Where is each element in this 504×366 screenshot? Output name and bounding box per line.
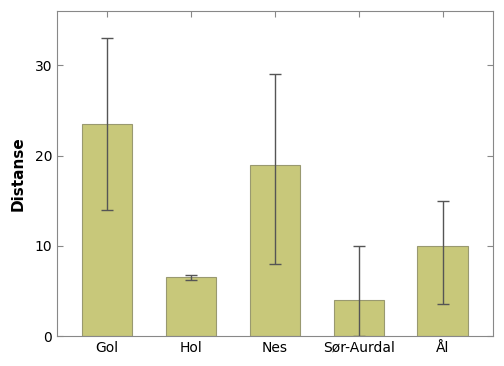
Bar [417, 246, 468, 336]
Bar [166, 277, 216, 336]
Bar [250, 165, 300, 336]
Bar [82, 124, 133, 336]
Y-axis label: Distanse: Distanse [11, 136, 26, 211]
Bar [334, 300, 384, 336]
